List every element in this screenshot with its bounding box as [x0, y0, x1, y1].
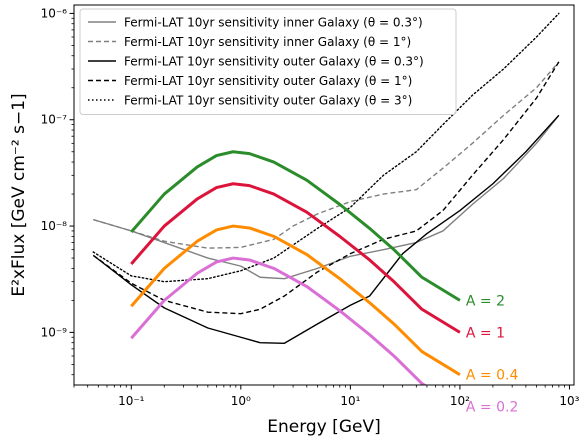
y-tick-label: 10⁻⁷	[41, 113, 68, 127]
x-axis-ticks: 10⁻¹ 10⁰ 10¹ 10² 10³	[118, 385, 579, 408]
y-tick-label: 10⁻⁸	[41, 219, 68, 233]
y-axis-label: E²xFlux [GeV cm⁻² s−1]	[9, 93, 29, 296]
series-label-a-1: A = 1	[466, 325, 505, 341]
legend-label-3: Fermi-LAT 10yr sensitivity outer Galaxy …	[124, 55, 424, 69]
series-line-2	[93, 61, 560, 249]
series-label-a-0-2: A = 0.2	[466, 400, 518, 416]
legend-label-1: Fermi-LAT 10yr sensitivity inner Galaxy …	[124, 16, 423, 30]
minor-ticks	[71, 17, 565, 388]
legend-box	[79, 8, 457, 115]
legend-label-5: Fermi-LAT 10yr sensitivity outer Galaxy …	[124, 94, 412, 108]
series-label-a-2: A = 2	[466, 293, 505, 309]
x-axis-label: Energy [GeV]	[267, 417, 380, 437]
x-tick-label: 10⁻¹	[118, 394, 145, 408]
series-line-7	[130, 182, 461, 334]
series-layer	[92, 12, 560, 385]
series-line-6	[130, 150, 461, 302]
series-labels: A = 2 A = 1 A = 0.4 A = 0.2	[466, 293, 519, 415]
x-tick-label: 10²	[450, 394, 470, 408]
legend: Fermi-LAT 10yr sensitivity inner Galaxy …	[79, 8, 457, 115]
x-tick-label: 10⁰	[231, 394, 251, 408]
x-tick-label: 10³	[559, 394, 579, 408]
y-tick-label: 10⁻⁹	[41, 325, 68, 339]
legend-label-4: Fermi-LAT 10yr sensitivity outer Galaxy …	[124, 74, 412, 88]
series-line-3	[92, 114, 560, 344]
series-label-a-0-4: A = 0.4	[466, 368, 519, 384]
series-line-8	[130, 224, 461, 376]
legend-label-2: Fermi-LAT 10yr sensitivity inner Galaxy …	[124, 35, 411, 49]
y-axis-ticks: 10⁻⁹ 10⁻⁸ 10⁻⁷ 10⁻⁶	[41, 6, 74, 339]
plot-frame	[73, 4, 575, 386]
series-line-5	[92, 12, 560, 283]
x-tick-label: 10¹	[340, 394, 360, 408]
series-line-9	[130, 256, 428, 385]
y-tick-label: 10⁻⁶	[41, 6, 68, 20]
series-line-4	[92, 61, 560, 315]
